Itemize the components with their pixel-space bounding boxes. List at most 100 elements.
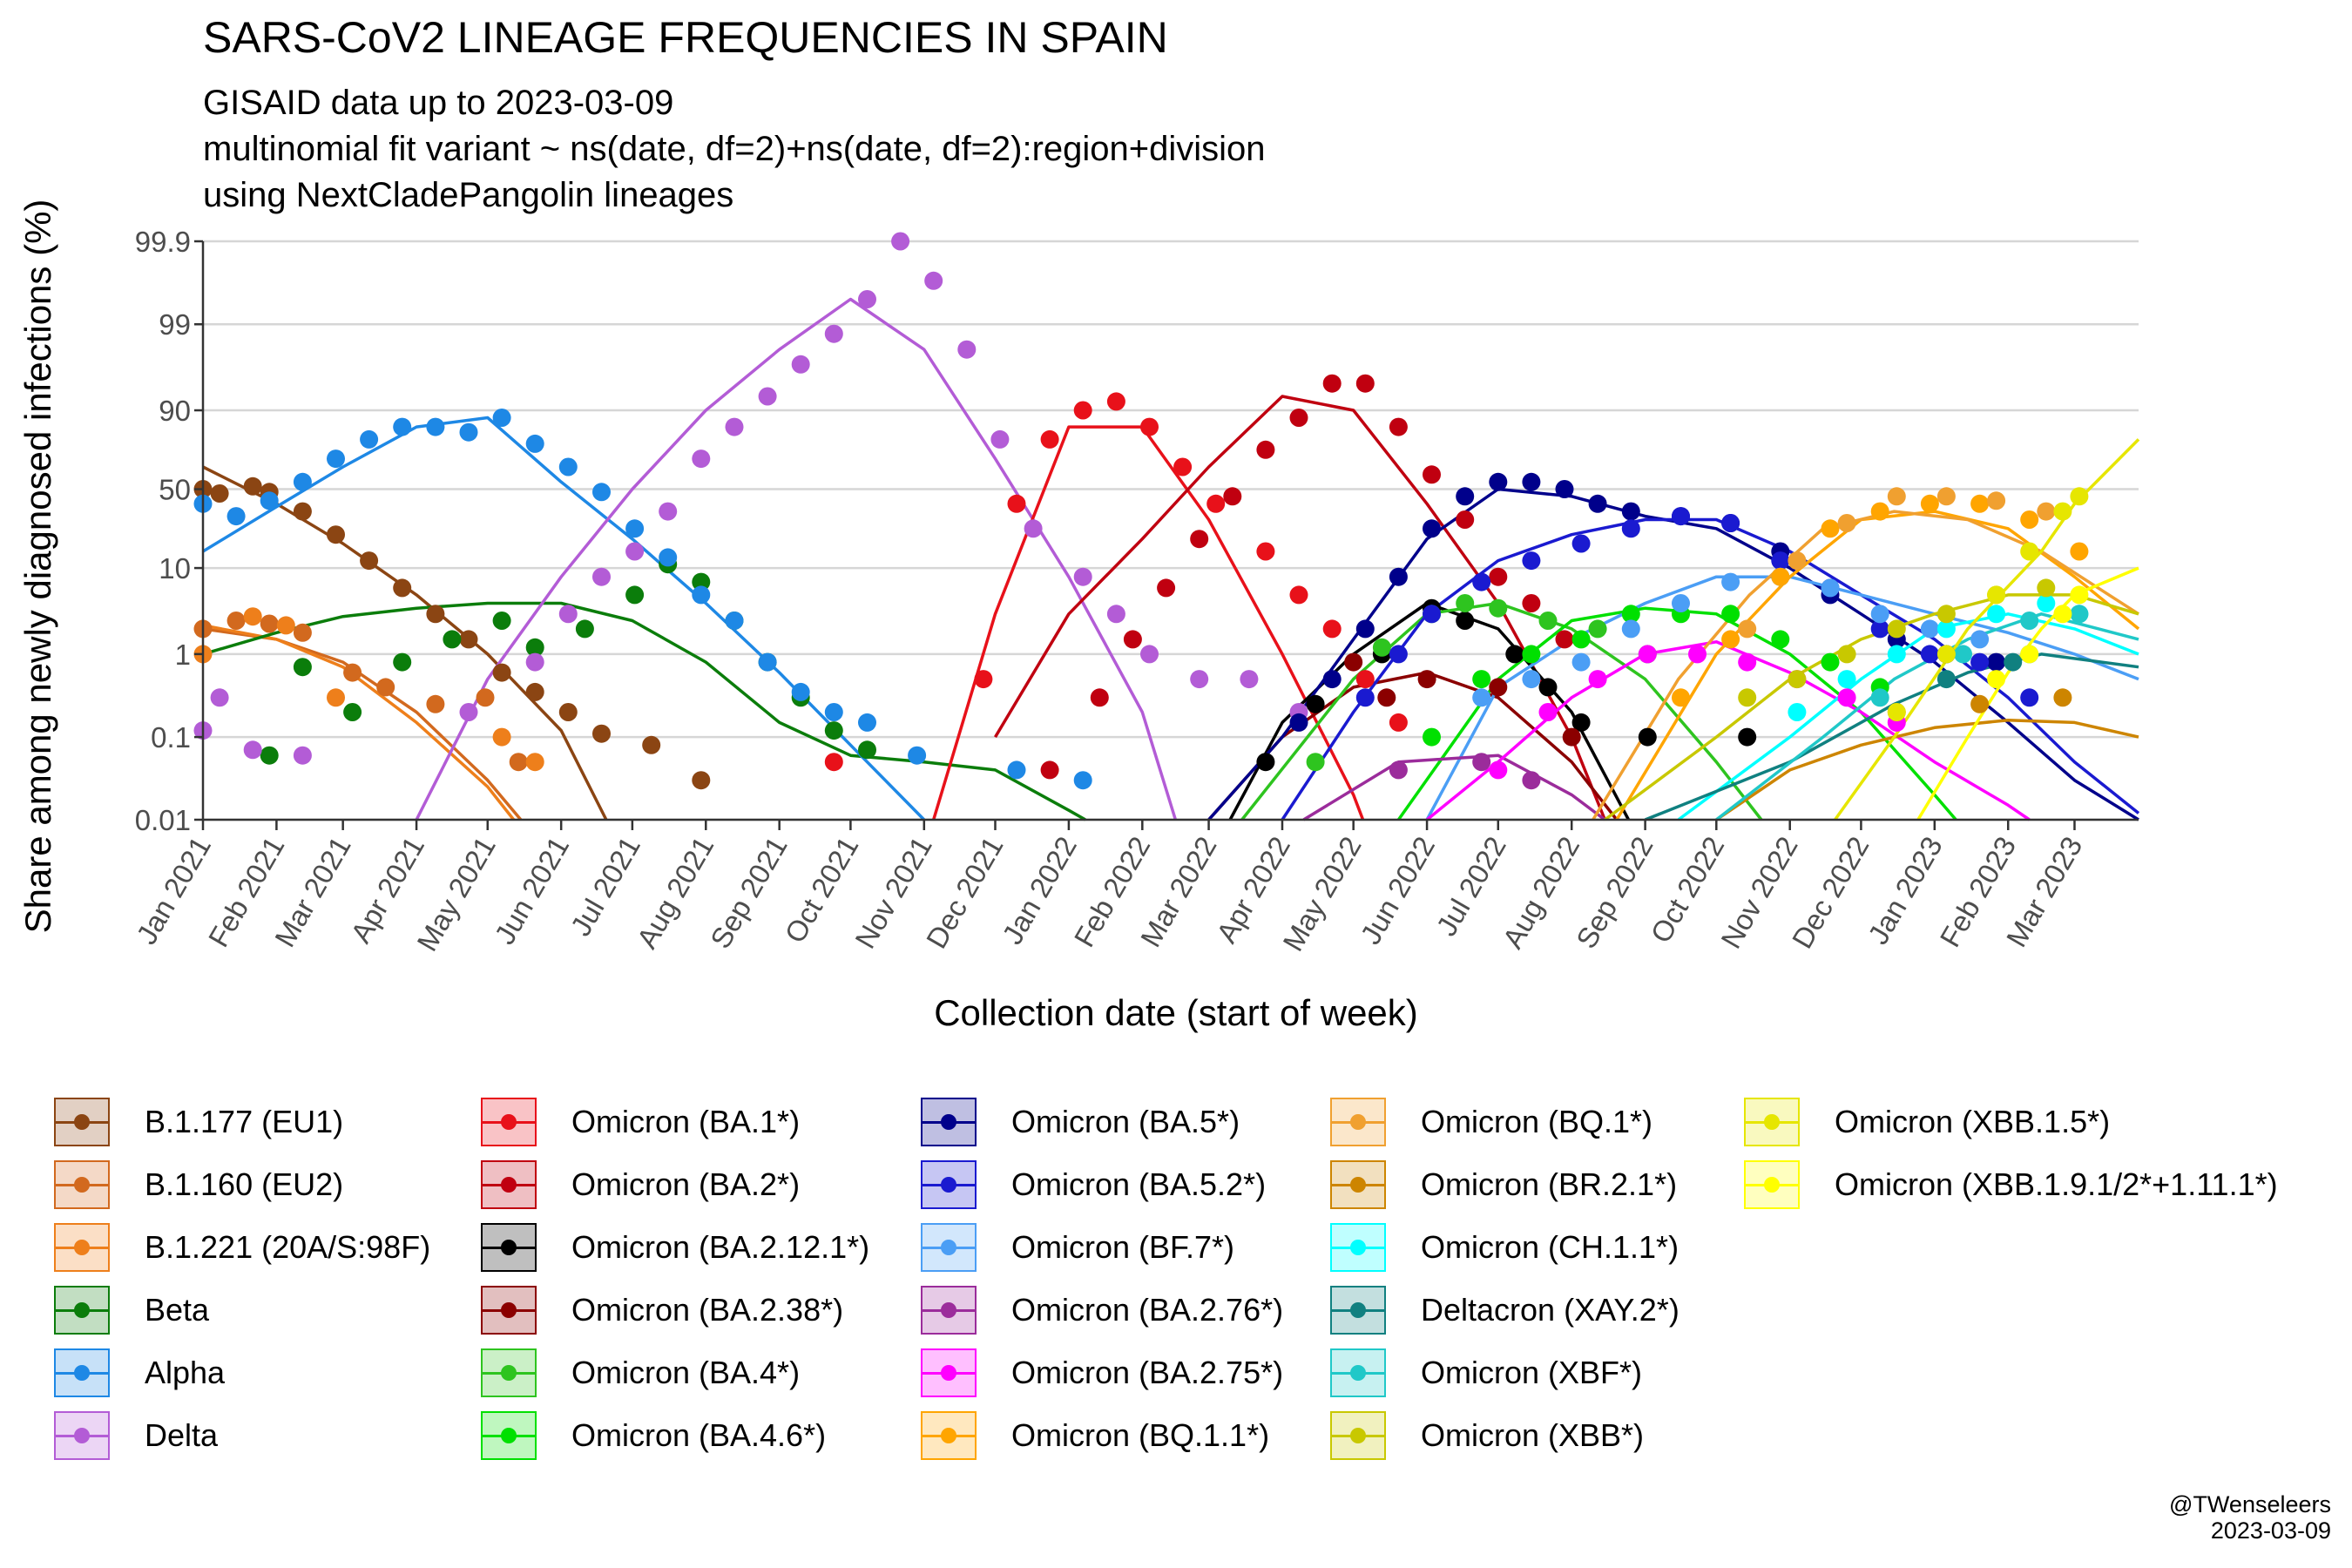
data-point [791,355,810,374]
legend-key-dot [1764,1114,1780,1130]
data-point [1256,440,1275,459]
legend-key [481,1223,537,1272]
legend-key-dot [501,1428,517,1443]
data-point [1621,502,1640,521]
legend-key-dot [1350,1365,1366,1381]
data-point [1040,429,1059,449]
data-point [1738,652,1757,672]
legend-label: Omicron (BA.2.12.1*) [571,1229,870,1265]
legend-label: Omicron (BR.2.1*) [1421,1166,1678,1202]
legend-key-dot [74,1114,90,1130]
data-point [1389,645,1408,664]
data-point [276,616,295,635]
data-point [525,638,544,657]
data-points [193,232,2089,790]
data-point [293,472,312,491]
legend-key-dot [941,1240,956,1255]
data-point [1571,713,1591,732]
data-point [1377,688,1396,707]
data-point [343,663,362,682]
data-point [1936,619,1956,639]
data-point [1672,594,1690,612]
data-point [1024,519,1043,538]
data-point [1256,753,1275,772]
legend-key-dot [941,1365,956,1381]
data-point [1538,678,1558,697]
data-point [426,417,445,436]
legend-item: Omicron (XBB.1.9.1/2*+1.11.1*) [1744,1153,2278,1216]
legend-item: Alpha [54,1342,225,1404]
data-point [1987,491,2006,510]
data-point [625,519,645,538]
data-point [1920,645,1939,664]
data-point [1538,703,1558,721]
y-tick-label: 90 [159,395,191,427]
legend-key-dot [941,1177,956,1193]
data-point [426,605,445,624]
fit-line [1615,510,2140,821]
data-point [243,607,262,626]
legend-item: Omicron (BA.2.38*) [481,1279,843,1342]
data-point [824,721,843,740]
fit-line [415,297,1178,821]
data-point [1970,494,1990,513]
data-point [1355,670,1375,689]
data-point [625,585,645,605]
legend-label: Omicron (XBB*) [1421,1417,1645,1453]
data-point [1621,605,1640,624]
data-point [1771,630,1790,649]
legend-item: Omicron (BA.5.2*) [921,1153,1266,1216]
data-point [1555,630,1574,649]
data-point [327,525,345,544]
data-point [2053,688,2072,707]
data-point [758,387,777,406]
data-point [1322,619,1342,639]
credit: @TWenseleers 2023-03-09 [2169,1491,2331,1544]
data-point [1190,670,1209,689]
data-point [293,746,312,765]
data-point [226,612,246,630]
legend-label: Omicron (BA.4.6*) [571,1417,827,1453]
legend-key [1330,1223,1386,1272]
legend-item: Omicron (BA.5*) [921,1091,1240,1153]
data-point [692,585,711,605]
data-point [2070,487,2089,506]
data-point [1821,519,1840,538]
data-point [858,290,876,308]
legend-label: Omicron (CH.1.1*) [1421,1229,1680,1265]
legend-item: Omicron (CH.1.1*) [1330,1216,1679,1279]
legend-key [481,1348,537,1397]
data-point [1821,652,1840,672]
data-point [1588,619,1607,639]
data-point [692,572,711,591]
data-point [1837,670,1856,689]
chart-subtitle-line-1: GISAID data up to 2023-03-09 [203,84,673,122]
legend-label: Omicron (BA.2.75*) [1011,1355,1284,1390]
data-point [1090,688,1109,707]
fit-line [202,601,1086,821]
legend-key-dot [1350,1114,1366,1130]
data-point [2020,645,2039,664]
data-point [824,703,843,721]
data-point [2053,605,2072,624]
data-point [1738,727,1757,747]
data-point [1936,645,1956,664]
legend-label: Omicron (XBB.1.5*) [1835,1104,2111,1139]
data-point [1920,619,1939,639]
fit-line [1396,606,1957,821]
data-point [1240,670,1259,689]
legend-label: B.1.221 (20A/S:98F) [145,1229,431,1265]
data-point [1887,619,1906,639]
data-point [1588,670,1607,689]
data-point [2037,502,2056,521]
legend-key-dot [1350,1177,1366,1193]
data-point [2070,585,2089,605]
legend-item: Omicron (XBB.1.5*) [1744,1091,2110,1153]
data-point [659,548,678,567]
legend: B.1.177 (EU1) B.1.160 (EU2) B.1.221 (20A/S… [54,1091,2319,1483]
data-point [1771,551,1790,571]
y-tick-label: 1 [175,639,191,671]
data-point [1738,688,1757,707]
data-point [1788,551,1807,571]
legend-item: Delta [54,1404,218,1467]
